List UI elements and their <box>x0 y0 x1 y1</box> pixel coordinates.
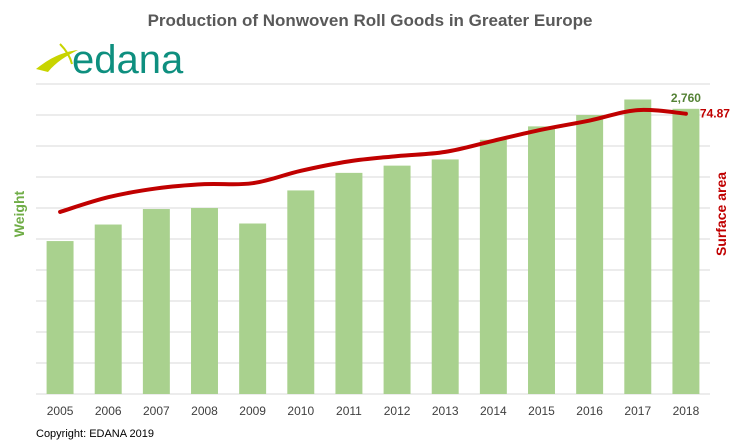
bar-2018 <box>672 108 700 395</box>
x-tick-label: 2017 <box>624 404 651 418</box>
bar-2006 <box>94 224 122 394</box>
logo-text: edana <box>72 38 184 82</box>
logo-swoosh <box>36 50 78 72</box>
bars <box>46 99 700 395</box>
bar-2011 <box>335 172 363 394</box>
x-tick-label: 2018 <box>673 404 700 418</box>
x-tick-label: 2006 <box>95 404 122 418</box>
line-data-label: 74.87 <box>700 107 730 121</box>
x-tick-label: 2016 <box>576 404 603 418</box>
x-tick-label: 2011 <box>336 404 362 418</box>
y-axis-label-right: Surface area <box>713 172 729 256</box>
x-tick-label: 2008 <box>191 404 218 418</box>
bar-2007 <box>142 209 170 394</box>
logo-swoosh-upper <box>59 43 73 65</box>
bar-2008 <box>191 208 218 394</box>
x-tick-label: 2010 <box>287 404 314 418</box>
chart-title: Production of Nonwoven Roll Goods in Gre… <box>148 11 593 30</box>
bar-data-label: 2,760 <box>671 91 701 105</box>
bar-2013 <box>431 159 459 394</box>
bar-2010 <box>287 190 315 394</box>
bar-2015 <box>528 126 555 394</box>
x-tick-label: 2014 <box>480 404 507 418</box>
y-axis-label-left: Weight <box>11 190 27 237</box>
x-tick-label: 2005 <box>47 404 74 418</box>
bar-2014 <box>479 139 507 394</box>
bar-2012 <box>383 165 411 394</box>
x-axis-ticks: 2005 2006 2007 2008 2009 2010 2011 2012 2013 2014… <box>47 404 700 418</box>
bar-2017 <box>624 99 652 394</box>
x-tick-label: 2007 <box>143 404 170 418</box>
x-tick-label: 2013 <box>432 404 459 418</box>
bar-2016 <box>576 115 604 394</box>
edana-logo: edana <box>36 38 184 82</box>
bar-2009 <box>239 223 267 394</box>
surface-area-line <box>58 107 688 214</box>
x-tick-label: 2012 <box>384 404 411 418</box>
data-labels: 2,760 74.87 <box>671 91 730 121</box>
surface-area-series-line <box>58 107 688 214</box>
x-tick-label: 2009 <box>239 404 266 418</box>
bar-2005 <box>46 241 74 394</box>
x-tick-label: 2015 <box>528 404 555 418</box>
grid <box>36 83 710 395</box>
copyright: Copyright: EDANA 2019 <box>36 428 154 440</box>
